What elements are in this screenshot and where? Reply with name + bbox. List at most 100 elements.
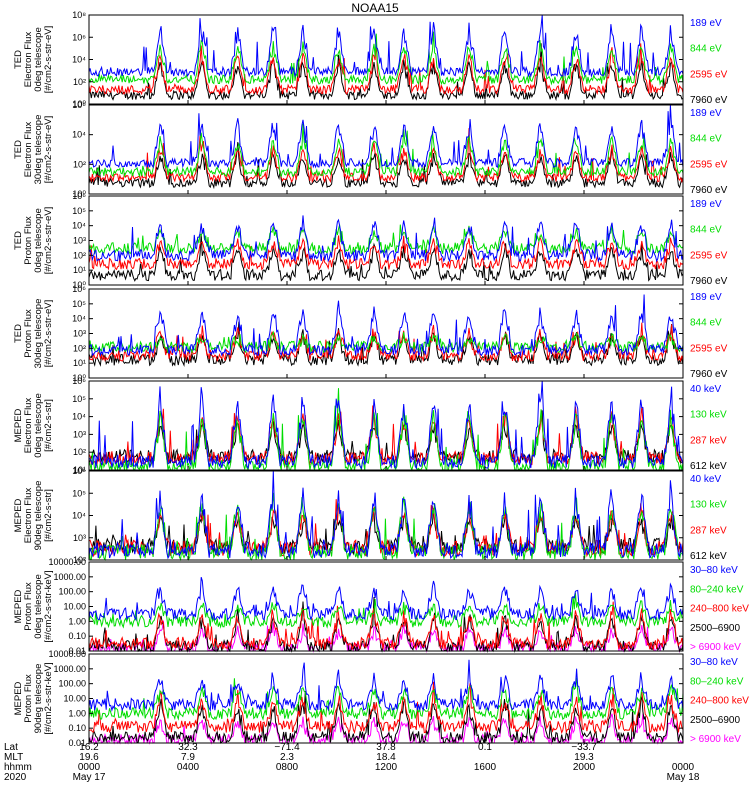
panel-frame	[88, 14, 684, 105]
y-axis-label: TED Proton Flux 30deg telescope [#/cm2-s-st…	[13, 299, 54, 369]
y-tick-label: 10⁴	[72, 511, 86, 521]
legend-entry: 2500–6900	[690, 715, 740, 726]
x-tick-label: 2.3	[280, 752, 294, 763]
y-axis-label: TED Electron Flux 30deg telescope [#/cm2-s-…	[13, 115, 54, 185]
legend-entry: 287 keV	[690, 435, 727, 446]
y-axis-label-line: MEPED	[13, 681, 24, 715]
y-axis-label-line: [#/cm2-s-str-keV]	[43, 662, 54, 734]
y-axis-label-line: [#/cm2-s-str]	[43, 399, 54, 452]
legend-entry: 130 keV	[690, 500, 727, 511]
y-axis-label-line: [#/cm2-s-str-eV]	[43, 300, 54, 368]
y-tick-label: 10⁴	[72, 55, 86, 65]
series-line-5	[88, 659, 684, 713]
y-tick-label: 10⁶	[72, 191, 86, 201]
legend-entry: 2595 eV	[690, 159, 728, 170]
y-tick-label: 10¹	[73, 358, 86, 368]
y-tick-label: 10¹	[73, 265, 86, 275]
y-tick-label: 1000.00	[53, 572, 86, 582]
y-axis-label-line: 0deg telescope	[33, 27, 44, 91]
y-axis-label: MEPED Proton Flux 0deg telescope [#/cm2-s-s…	[13, 570, 54, 642]
series-line-1	[88, 43, 684, 102]
legend-entry: 2595 eV	[690, 250, 728, 261]
y-axis-label-line: Electron Flux	[23, 488, 34, 544]
panel-5: 10¹ 10² 10³ 10⁴ 10⁵ 10⁶ MEPED Electron Flux 0deg…	[13, 376, 727, 475]
y-tick-label: 10⁶	[72, 32, 86, 42]
legend-entry: 844 eV	[690, 134, 722, 145]
legend-entry: 2595 eV	[690, 69, 728, 80]
y-axis-label-line: [#/cm2-s-str-eV]	[43, 116, 54, 184]
x-tick-label: 0000	[672, 762, 695, 773]
legend-entry: 287 keV	[690, 525, 727, 536]
series-line-3	[88, 601, 684, 651]
legend-entry: 7960 eV	[690, 369, 728, 380]
y-axis-label: TED Electron Flux 0deg telescope [#/cm2-s-s…	[13, 26, 54, 94]
x-tick-label: May 17	[73, 772, 106, 783]
y-tick-label: 10¹	[73, 465, 86, 475]
legend-entry: 7960 eV	[690, 185, 728, 196]
x-tick-label: 0800	[276, 762, 299, 773]
y-tick-label: 10⁰	[72, 373, 86, 383]
y-tick-label: 10⁶	[72, 376, 86, 386]
y-tick-label: 10.00	[63, 694, 86, 704]
series-line-4	[88, 677, 684, 721]
y-axis-label-line: 30deg telescope	[33, 115, 44, 185]
legend-entry: 2595 eV	[690, 343, 728, 354]
x-tick-label: 32.3	[178, 742, 198, 753]
y-tick-label: 10³	[73, 429, 86, 439]
y-tick-label: 1000.00	[53, 664, 86, 674]
y-tick-label: 10⁵	[72, 394, 86, 404]
x-tick-label: 16.2	[79, 742, 99, 753]
y-axis-label: MEPED Electron Flux 90deg telescope [#/cm2-…	[13, 481, 54, 551]
legend-entry: > 6900 keV	[690, 734, 741, 745]
y-axis-label-line: MEPED	[13, 498, 24, 532]
legend-entry: 2500–6900	[690, 623, 740, 634]
y-tick-label: 10⁴	[72, 130, 86, 140]
x-axis-row-label: hhmm	[4, 762, 32, 773]
y-tick-label: 10⁵	[72, 488, 86, 498]
y-axis-label-line: [#/cm2-s-str-eV]	[43, 207, 54, 275]
series-line-1	[88, 142, 684, 190]
series-line-2	[88, 235, 684, 271]
y-axis-label-line: Proton Flux	[23, 309, 34, 358]
y-axis-label-line: 30deg telescope	[33, 299, 44, 369]
y-axis-label-line: TED	[13, 140, 24, 159]
series-line-2	[88, 322, 684, 363]
y-axis-label: MEPED Proton Flux 90deg telescope [#/cm2-s-…	[13, 662, 54, 734]
y-tick-label: 10000.00	[48, 649, 86, 659]
x-axis-row-label: Lat	[4, 742, 18, 753]
chart-title: NOAA15	[351, 1, 399, 15]
panel-8: 0.01 0.10 1.00 10.00 100.00 1000.00 10000.00 ME…	[13, 649, 749, 748]
y-axis-label-line: Electron Flux	[23, 398, 34, 454]
series-line-2	[88, 128, 684, 184]
y-axis-label-line: 90deg telescope	[33, 664, 44, 734]
series-line-3	[88, 123, 684, 178]
y-tick-label: 10⁸	[72, 10, 86, 20]
y-axis-label-line: TED	[13, 231, 24, 250]
y-axis-label-line: 0deg telescope	[33, 208, 44, 272]
series-line-3	[88, 681, 684, 735]
x-tick-label: 1200	[375, 762, 398, 773]
y-axis-label-line: MEPED	[13, 408, 24, 442]
x-tick-label: 1600	[474, 762, 497, 773]
legend-entry: 130 keV	[690, 410, 727, 421]
y-axis-label-line: Proton Flux	[23, 674, 34, 723]
y-tick-label: 0.01	[68, 646, 86, 656]
series-line-4	[88, 294, 684, 358]
legend-entry: 612 keV	[690, 551, 727, 562]
legend-entry: 240–800 keV	[690, 604, 749, 615]
panel-4: 10⁰ 10¹ 10² 10³ 10⁴ 10⁵ 10⁶ TED Proton Flux 30deg…	[13, 284, 728, 383]
y-tick-label: 10⁰	[72, 189, 86, 199]
x-tick-label: May 18	[667, 772, 700, 783]
y-axis-label-line: MEPED	[13, 589, 24, 623]
x-tick-label: 0400	[177, 762, 200, 773]
y-tick-label: 10²	[73, 159, 86, 169]
y-axis-label: MEPED Electron Flux 0deg telescope [#/cm2-s…	[13, 393, 54, 457]
y-tick-label: 10⁴	[72, 412, 86, 422]
x-axis-row-label: 2020	[4, 772, 27, 783]
series-line-4	[88, 14, 684, 78]
x-tick-label: 0.1	[478, 742, 492, 753]
y-tick-label: 10⁵	[72, 206, 86, 216]
legend-entry: 844 eV	[690, 318, 722, 329]
panel-1: 10⁰ 10² 10⁴ 10⁶ 10⁸ TED Electron Flux 0deg tele…	[13, 10, 728, 109]
